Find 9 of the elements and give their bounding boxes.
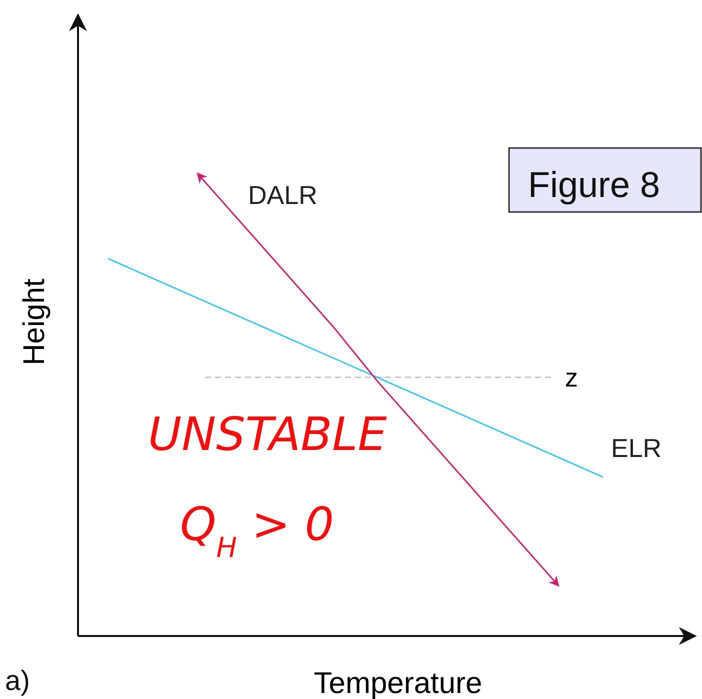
text: a) [5,665,30,696]
y-axis-title: Height [18,278,51,366]
annotation: Q$_{H}$ > 0 [180,497,334,564]
x-axis-title: Temperature [314,667,482,699]
ref-line-label: z [565,362,578,392]
annotation: UNSTABLE [148,407,387,461]
series-label: DALR [248,180,318,210]
series-label: ELR [611,433,662,464]
annotation: Figure 8 [528,164,660,205]
